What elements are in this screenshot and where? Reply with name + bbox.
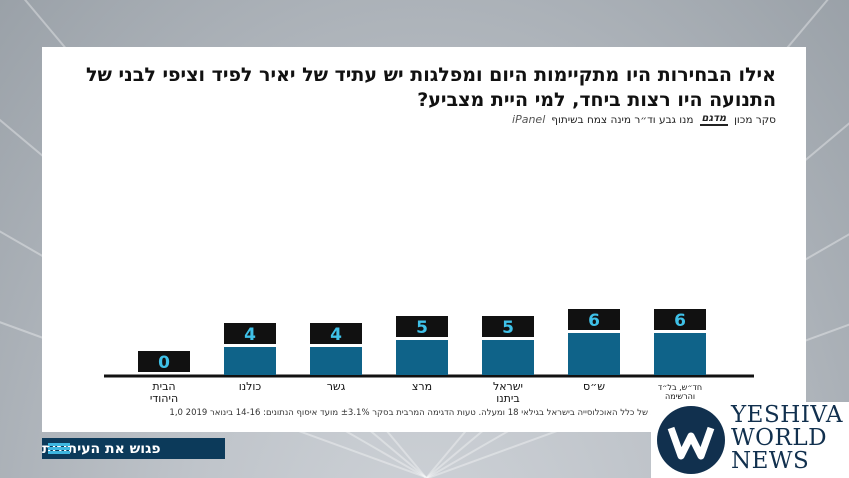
poll-credits: סקר מכון מדגם מנו גבע וד״ר מינה צמח בשית… [512,113,776,126]
watermark-line-1: YESHIVA [731,402,844,428]
category-label: מרצ [412,380,432,393]
chart-card: אילו הבחירות היו מתקיימות היום ומפלגות י… [42,47,806,432]
credits-label: סקר מכון [734,113,776,126]
value-label: 4 [244,325,256,345]
value-label-box [138,351,190,372]
footnote-lead: 1,0 [169,408,183,418]
bar [224,347,276,375]
watermark-line-3: NEWS [731,448,810,474]
ywn-logo-icon [657,406,725,474]
category-label: גשר [327,380,346,393]
bar [310,347,362,375]
category-label: כולנו [239,380,262,393]
category-label: ישראל ביתנו [493,380,523,405]
footnote-text: מרואיינים במדגם מייצג של כלל האוכלוסייה … [185,408,732,418]
value-label-box [396,316,448,337]
bar-chart: 6חד״ש, בל״דוהרשימההאסלאמית,בראשות איימןע… [104,309,754,428]
partner-logo: iPanel [512,113,546,126]
bar [654,333,706,375]
value-label-box [224,323,276,344]
bar [568,333,620,375]
chart-title: אילו הבחירות היו מתקיימות היום ומפלגות י… [86,64,776,111]
credits-text: מנו גבע וד״ר מינה צמח בשיתוף [551,113,694,126]
value-label: 6 [674,311,686,331]
chart-footnote: מרואיינים במדגם מייצג של כלל האוכלוסייה … [132,408,732,418]
value-label: 0 [158,353,170,373]
category-label: ש״ס [583,380,605,393]
value-label: 6 [588,311,600,331]
watermark: YESHIVA WORLD NEWS [651,402,849,478]
bar [396,340,448,375]
pollster-logo: מדגם [699,113,729,126]
value-label-box [310,323,362,344]
show-ticker: פגוש את העיתונות [42,438,225,459]
value-label: 5 [416,318,428,338]
ticker-text: פגוש את העיתונות [42,440,161,457]
value-label: 4 [330,325,342,345]
value-label: 5 [502,318,514,338]
bar [482,340,534,375]
value-label-box [482,316,534,337]
value-label-box [568,309,620,330]
menu-lines-icon [48,443,70,454]
value-label-box [654,309,706,330]
watermark-line-2: WORLD [731,425,828,451]
category-label: הבית היהודי [150,380,178,405]
